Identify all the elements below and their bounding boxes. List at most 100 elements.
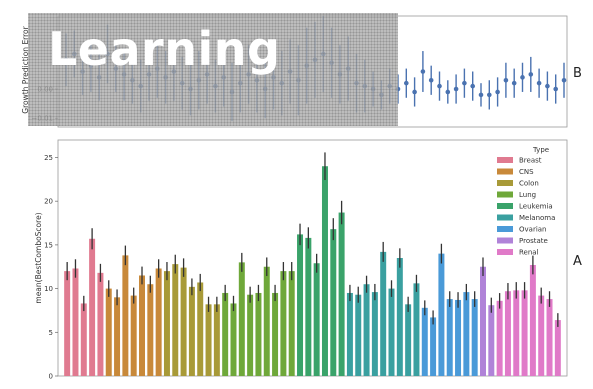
- panel-a-bar: [163, 271, 170, 376]
- panel-b-point: [520, 75, 525, 80]
- panel-a-y-ticks: 0 5 10 15 20 25: [44, 154, 58, 381]
- panel-a-y-tick-label: 10: [44, 285, 53, 293]
- panel-a-bar: [97, 272, 104, 376]
- panel-a-bar: [197, 282, 204, 376]
- legend-label: Breast: [519, 157, 542, 165]
- legend-swatch: [497, 203, 513, 209]
- panel-a-bar: [421, 307, 428, 376]
- panel-a-bar: [438, 253, 445, 376]
- panel-b-point: [553, 86, 558, 92]
- panel-a-y-tick-label: 5: [49, 329, 53, 337]
- panel-a-bar: [488, 305, 495, 376]
- panel-b-point: [495, 89, 500, 95]
- legend-swatch: [497, 226, 513, 232]
- panel-a-bar: [430, 317, 437, 376]
- panel-a-bar: [288, 271, 295, 376]
- legend-label: Prostate: [519, 237, 548, 245]
- panel-a-bar: [64, 271, 71, 376]
- watermark-overlay: [28, 13, 398, 126]
- panel-a-y-tick-label: 25: [44, 154, 53, 162]
- panel-a-bar: [313, 263, 320, 376]
- panel-a-bar: [155, 268, 162, 376]
- legend-swatch: [497, 180, 513, 186]
- panel-b-point: [545, 83, 550, 89]
- panel-a-y-tick-label: 20: [44, 198, 53, 206]
- panel-a-bar: [521, 290, 528, 376]
- panel-a-bar: [413, 283, 420, 376]
- panel-a-bar: [114, 297, 121, 376]
- panel-a-letter: A: [573, 254, 582, 269]
- legend-label: Leukemia: [519, 203, 553, 211]
- panel-b-y-axis-label: Growth Prediction Error: [21, 25, 30, 113]
- panel-b-point: [445, 89, 451, 95]
- legend-swatch: [497, 214, 513, 221]
- panel-a-bar: [363, 284, 370, 376]
- panel-a-bar: [529, 264, 536, 376]
- panel-a-bar: [554, 320, 561, 376]
- panel-a-bar: [446, 299, 453, 376]
- panel-a-bar: [147, 284, 154, 376]
- legend-label: CNS: [519, 168, 534, 176]
- panel-b-point: [503, 77, 509, 83]
- legend-swatch: [497, 168, 513, 175]
- panel-a-bar: [388, 288, 395, 376]
- panel-a-bar: [188, 286, 195, 376]
- panel-b-point: [528, 72, 534, 77]
- legend-label: Ovarian: [519, 226, 547, 234]
- panel-b-point: [404, 80, 409, 86]
- panel-a-bar: [180, 267, 187, 376]
- panel-a-bar: [496, 300, 503, 376]
- panel-b-point: [462, 80, 467, 86]
- panel-b-point: [487, 92, 492, 98]
- legend-label: Lung: [519, 191, 536, 199]
- panel-a-bar: [205, 304, 212, 376]
- panel-a-bar: [455, 299, 462, 376]
- panel-a-bar: [255, 292, 262, 376]
- panel-a-bar: [139, 275, 146, 376]
- panel-a-bar: [263, 266, 270, 376]
- panel-a-y-axis-label: mean(BestComboScore): [34, 212, 43, 303]
- panel-b-point: [428, 77, 434, 83]
- panel-b-point: [470, 83, 476, 89]
- panel-b-point: [561, 77, 567, 83]
- panel-a-bar: [396, 258, 403, 376]
- legend-swatch: [497, 191, 513, 198]
- panel-a-bar: [479, 266, 486, 376]
- panel-a-bar: [338, 212, 345, 376]
- panel-a-y-tick-label: 0: [49, 373, 53, 381]
- panel-a-bar: [546, 299, 553, 376]
- panel-a-bar: [130, 295, 137, 376]
- legend-label: Renal: [519, 249, 539, 257]
- panel-a-bar: [172, 264, 179, 376]
- panel-a-bar: [471, 299, 478, 376]
- legend-swatch: [497, 157, 513, 163]
- legend-label: Melanoma: [519, 214, 555, 222]
- panel-a-bar: [504, 291, 511, 376]
- panel-a-y-tick-label: 15: [44, 241, 53, 249]
- panel-a-bar: [355, 294, 362, 376]
- panel-b-letter: B: [573, 66, 582, 81]
- panel-a-bar: [330, 229, 337, 376]
- panel-a-bar: [105, 288, 112, 376]
- panel-a-bar: [380, 251, 387, 376]
- panel-a-bar: [305, 237, 312, 376]
- panel-a-bar: [238, 262, 245, 376]
- panel-a-bar: [405, 304, 412, 376]
- panel-b-point: [420, 69, 426, 74]
- panel-a-bar: [89, 238, 96, 376]
- panel-a-bars: [64, 152, 561, 376]
- panel-a-bar: [247, 294, 254, 376]
- legend-title: Type: [532, 146, 549, 154]
- panel-b-point: [478, 92, 484, 98]
- panel-a: mean(BestComboScore) 0 5 10 15 20 25 Type Brea…: [34, 139, 582, 381]
- panel-a-bar: [280, 271, 287, 376]
- panel-a-bar: [230, 303, 237, 376]
- panel-b-point: [511, 80, 517, 86]
- panel-a-bar: [346, 292, 353, 376]
- panel-a-bar: [122, 255, 129, 376]
- panel-a-bar: [297, 234, 304, 376]
- legend-swatch: [497, 249, 513, 255]
- panel-b-point: [536, 80, 542, 86]
- panel-b-point: [437, 83, 442, 89]
